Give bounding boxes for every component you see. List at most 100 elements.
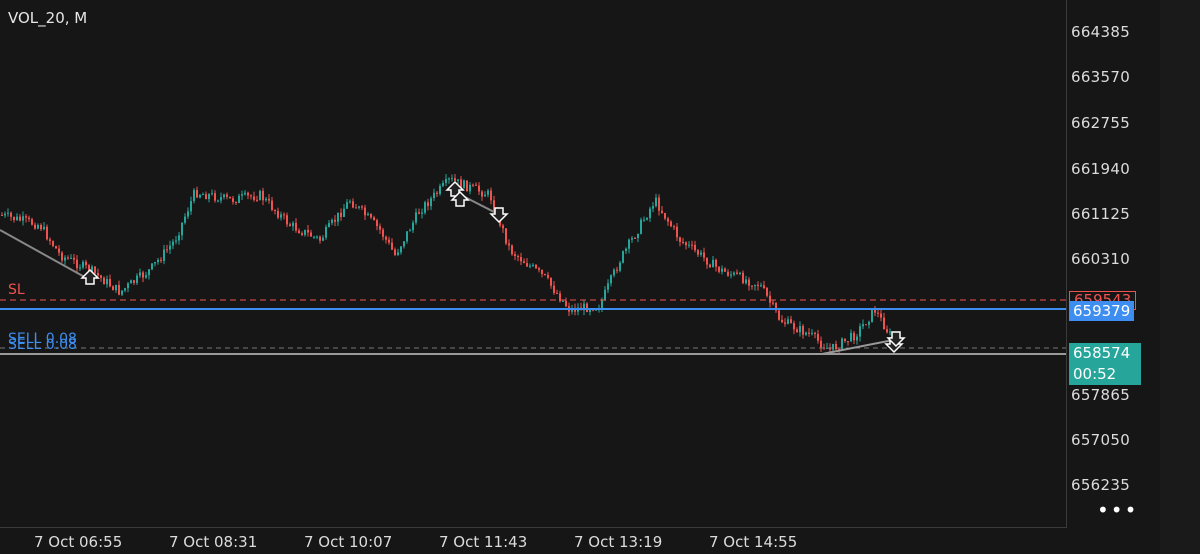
- candle-body: [88, 265, 90, 272]
- sell-arrow-icon[interactable]: [489, 207, 509, 224]
- candle-body: [370, 213, 372, 218]
- candle-body: [433, 192, 435, 199]
- candle-body: [763, 285, 765, 289]
- candle-body: [241, 194, 243, 196]
- candle-body: [457, 179, 459, 181]
- candle-body: [448, 178, 450, 180]
- candle-body: [340, 212, 342, 217]
- time-tick: 7 Oct 11:43: [439, 533, 528, 551]
- candle-body: [424, 202, 426, 213]
- candlestick-chart[interactable]: [0, 0, 1066, 527]
- candle-body: [469, 184, 471, 192]
- candle-body: [430, 198, 432, 207]
- candle-body: [511, 245, 513, 255]
- candle-body: [349, 201, 351, 203]
- candle-body: [58, 248, 60, 253]
- candle-body: [148, 269, 150, 276]
- candle-body: [124, 288, 126, 291]
- candle-body: [337, 212, 339, 222]
- candle-body: [826, 347, 828, 349]
- candle-body: [328, 223, 330, 228]
- candle-body: [19, 216, 21, 221]
- sell-arrow-icon[interactable]: [886, 331, 906, 348]
- candle-body: [640, 219, 642, 234]
- chart-area[interactable]: VOL_20, M SL SELL 0.08 SELL 0.08: [0, 0, 1067, 528]
- sell-label[interactable]: SELL 0.08: [8, 337, 77, 353]
- candle-body: [202, 194, 204, 196]
- more-icon[interactable]: •••: [1097, 498, 1139, 522]
- candle-body: [316, 236, 318, 238]
- candle-body: [592, 309, 594, 311]
- candle-body: [352, 201, 354, 208]
- candle-body: [631, 237, 633, 240]
- candle-body: [127, 283, 129, 289]
- candle-body: [757, 284, 759, 287]
- candle-body: [244, 192, 246, 195]
- candle-body: [145, 275, 147, 278]
- candle-body: [625, 248, 627, 252]
- candle-body: [334, 219, 336, 222]
- price-tick: 661940: [1071, 160, 1131, 178]
- current-price: 658574: [1073, 344, 1131, 362]
- candle-body: [166, 249, 168, 251]
- candle-body: [688, 244, 690, 246]
- position-price-badge[interactable]: 659379: [1069, 301, 1135, 321]
- candle-body: [289, 224, 291, 227]
- candle-body: [622, 251, 624, 263]
- candle-body: [235, 201, 237, 204]
- candle-body: [790, 319, 792, 324]
- candle-body: [874, 309, 876, 313]
- candle-body: [751, 285, 753, 287]
- sell-label[interactable]: SELL 0.08: [8, 331, 77, 347]
- candle-body: [604, 289, 606, 301]
- candle-body: [364, 207, 366, 216]
- candle-body: [226, 194, 228, 197]
- candle-body: [400, 246, 402, 253]
- candle-body: [442, 182, 444, 186]
- candle-body: [421, 212, 423, 214]
- candle-body: [832, 343, 834, 350]
- price-axis[interactable]: 664385 663570 662755 661940 661125 66031…: [1067, 0, 1160, 527]
- candle-body: [844, 338, 846, 342]
- candle-body: [628, 239, 630, 249]
- candle-body: [712, 259, 714, 268]
- candle-body: [586, 303, 588, 313]
- candle-body: [193, 189, 195, 202]
- candle-body: [322, 237, 324, 241]
- candle-body: [310, 232, 312, 237]
- buy-arrow-icon[interactable]: [80, 268, 100, 285]
- candle-body: [868, 321, 870, 325]
- candle-body: [655, 197, 657, 207]
- candle-body: [778, 310, 780, 320]
- candle-body: [397, 252, 399, 255]
- candle-body: [682, 241, 684, 243]
- sl-label[interactable]: SL: [8, 282, 25, 298]
- candle-body: [889, 331, 891, 333]
- buy-arrow-icon[interactable]: [450, 190, 470, 207]
- candle-body: [283, 214, 285, 216]
- candle-body: [838, 349, 840, 351]
- candle-body: [742, 272, 744, 284]
- candle-body: [553, 285, 555, 293]
- candle-body: [115, 284, 117, 291]
- candle-body: [802, 326, 804, 335]
- candle-body: [502, 225, 504, 229]
- candle-body: [403, 241, 405, 247]
- candle-body: [307, 229, 309, 233]
- candle-body: [55, 246, 57, 249]
- candle-body: [205, 194, 207, 200]
- time-tick: 7 Oct 10:07: [304, 533, 393, 551]
- candle-body: [454, 178, 456, 181]
- candle-body: [388, 239, 390, 243]
- candle-body: [715, 259, 717, 267]
- candle-body: [472, 184, 474, 186]
- candle-body: [676, 226, 678, 238]
- candle-body: [109, 279, 111, 287]
- candle-body: [103, 277, 105, 285]
- candle-body: [367, 213, 369, 216]
- candle-body: [355, 207, 357, 209]
- candle-body: [739, 272, 741, 274]
- candle-body: [601, 300, 603, 309]
- candle-body: [196, 189, 198, 198]
- candle-body: [835, 343, 837, 350]
